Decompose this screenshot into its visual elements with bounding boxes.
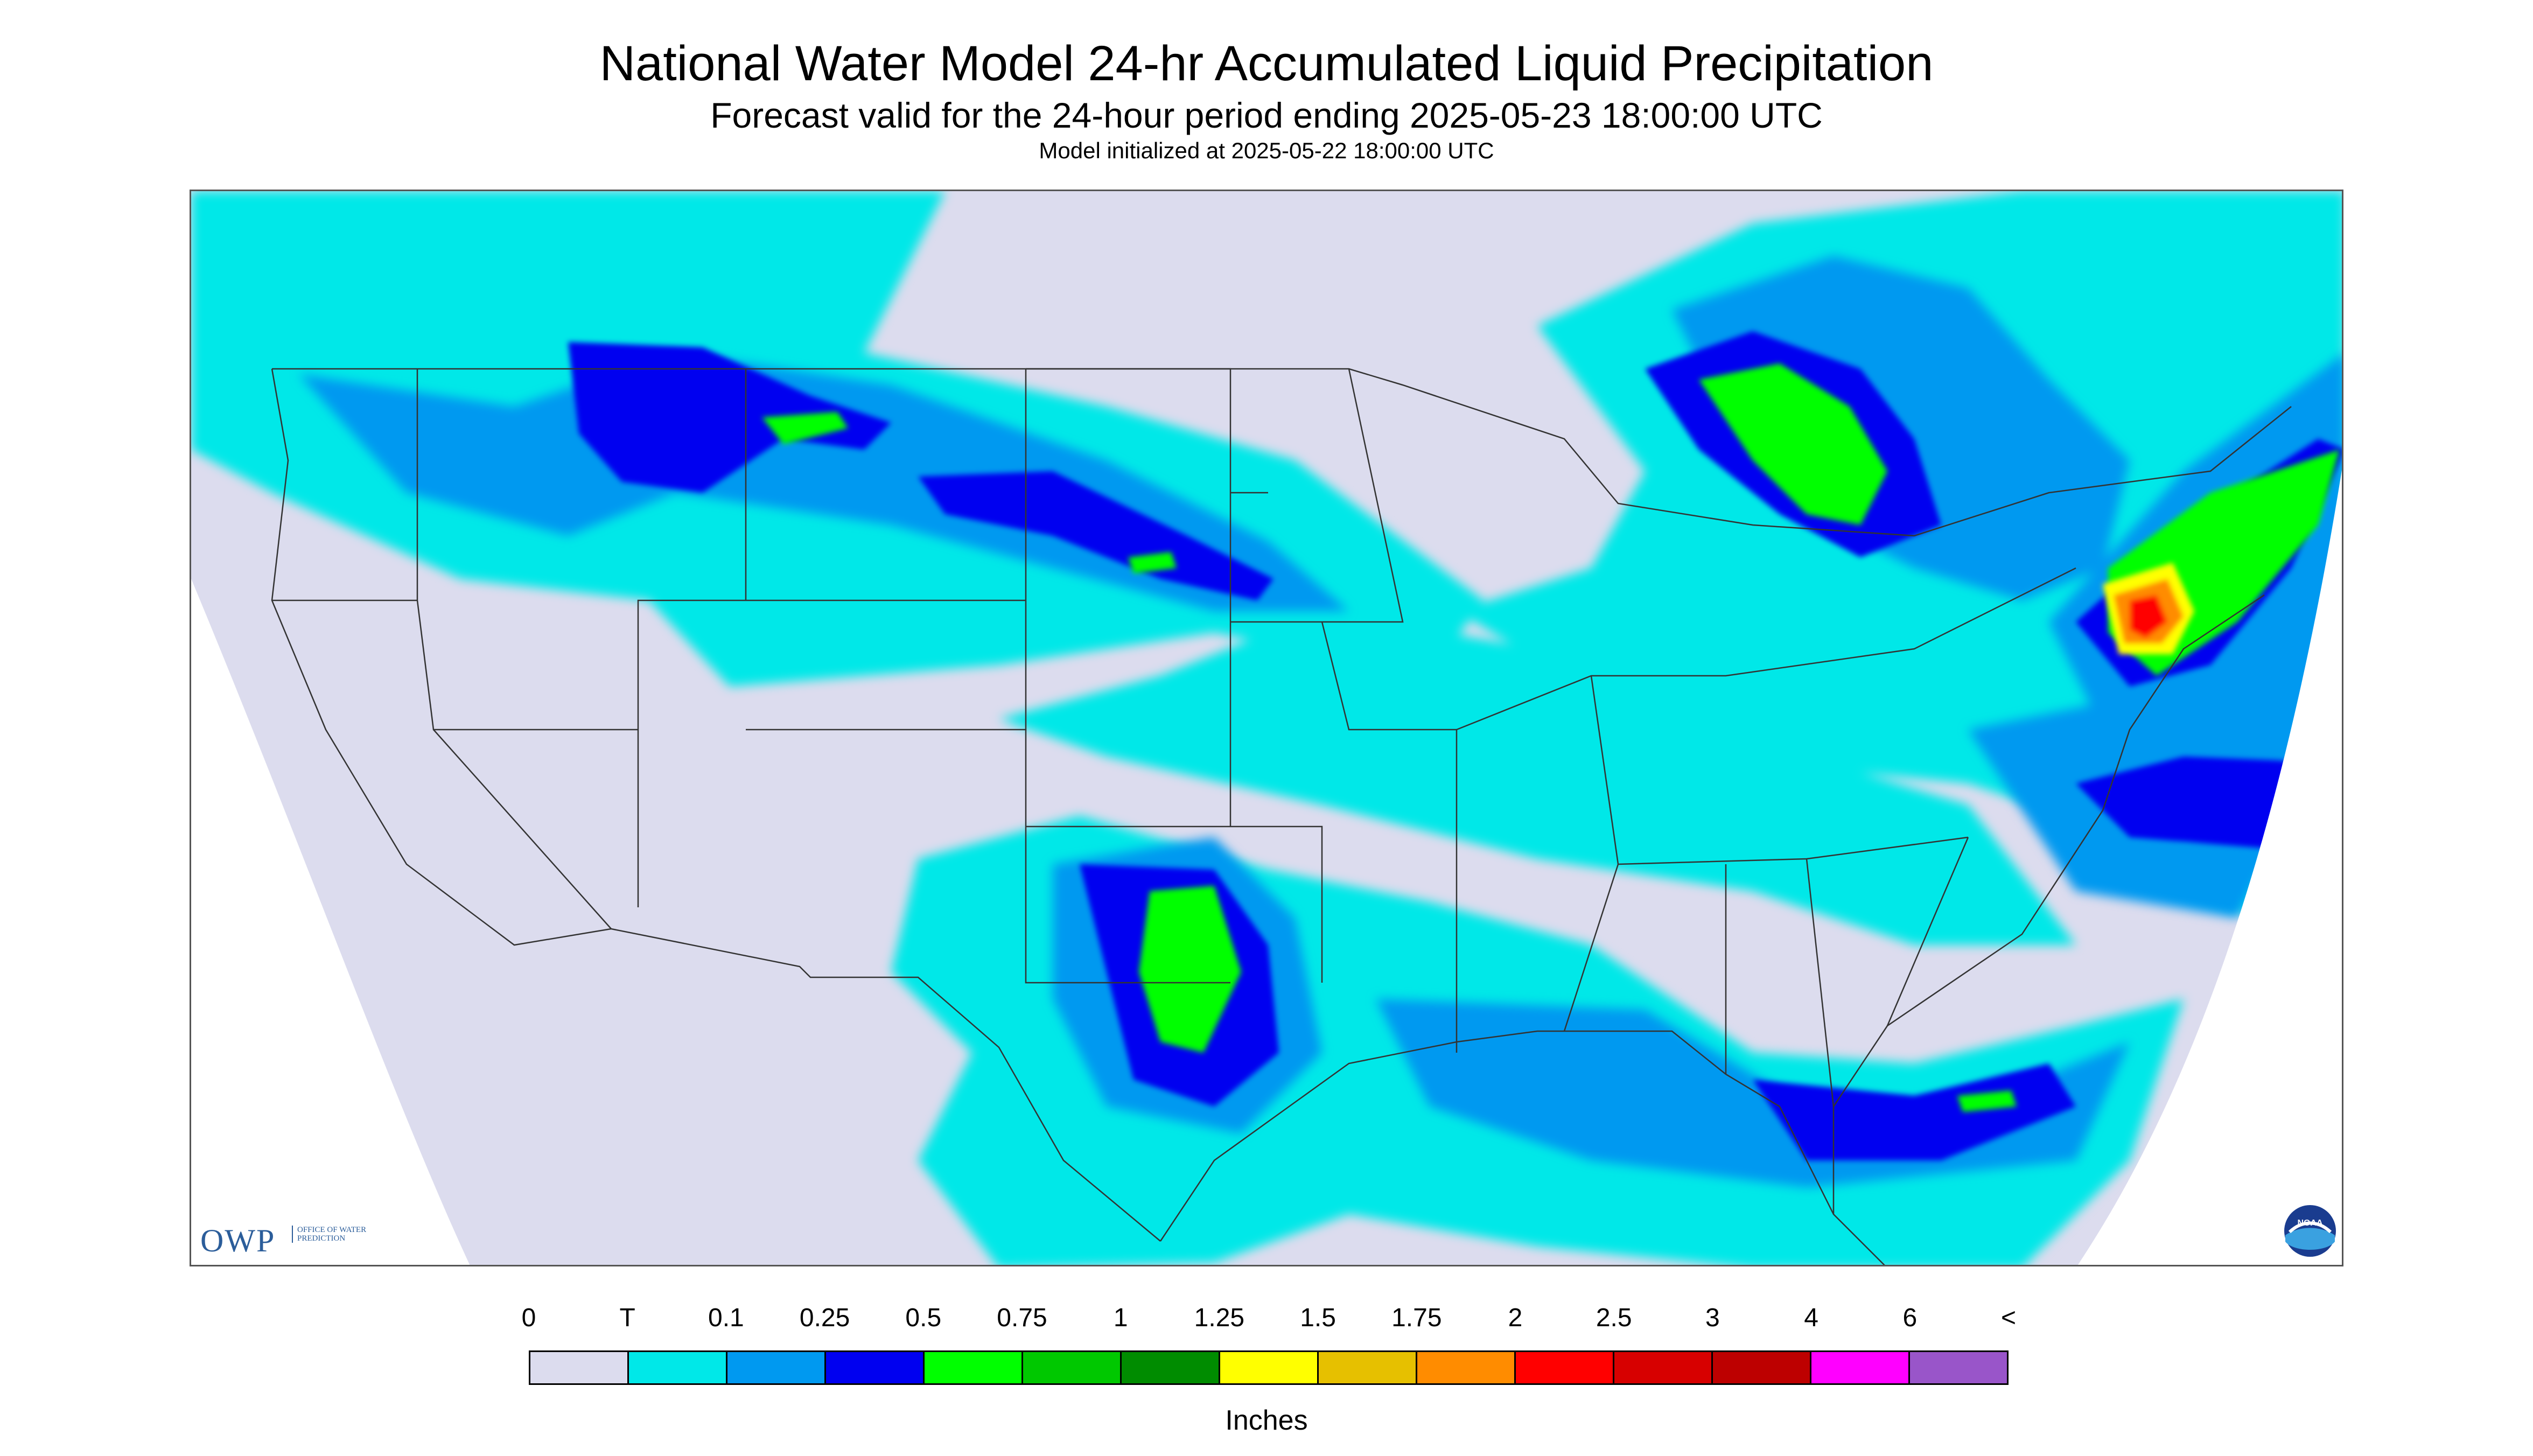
legend-tick-label: 3 <box>1705 1304 1720 1332</box>
legend-swatch <box>1023 1352 1122 1383</box>
legend-tick-label: < <box>2000 1304 2017 1332</box>
legend-tick-label: 0.75 <box>997 1304 1047 1332</box>
legend-tick-label: 4 <box>1804 1304 1818 1332</box>
west-coast <box>271 368 612 946</box>
gulf-coast <box>1159 1030 1885 1265</box>
legend-tick-label: 1.5 <box>1300 1304 1336 1332</box>
legend-tick-label: 1.25 <box>1194 1304 1245 1332</box>
legend-swatch <box>727 1352 826 1383</box>
legend-tick-label: 2.5 <box>1596 1304 1632 1332</box>
map-subtitle: Forecast valid for the 24-hour period en… <box>710 95 1823 135</box>
owp-logo-letters: OWP <box>200 1223 276 1258</box>
legend-tick-label: 6 <box>1902 1304 1918 1332</box>
legend-tick-labels: 0 T 0.1 0.25 0.5 0.75 1 1.25 1.5 1.75 2 2.5 3 4 6 < <box>0 1303 2533 1335</box>
heavy-spot-dakotas <box>1128 552 1177 573</box>
legend-tick-label: 2 <box>1508 1304 1523 1332</box>
outside-domain <box>191 470 2342 1265</box>
moderate-band-dakotas <box>918 471 1274 600</box>
legend-swatch <box>530 1352 629 1383</box>
legend-swatch <box>1811 1352 1910 1383</box>
state-lines-west <box>272 369 1027 929</box>
legend-tick-label: 0.1 <box>708 1304 744 1332</box>
map-title: National Water Model 24-hr Accumulated L… <box>599 36 1934 91</box>
legend-tick-label: 0 <box>521 1304 536 1332</box>
legend-swatch <box>629 1352 727 1383</box>
legend-swatch <box>1122 1352 1220 1383</box>
legend-swatch <box>1319 1352 1417 1383</box>
precipitation-colorbar <box>529 1350 2009 1385</box>
max-band-red <box>2130 595 2167 638</box>
state-lines-east <box>1456 567 2076 1107</box>
heavy-band-michigan <box>1699 363 1887 525</box>
legend-tick-label: 1.75 <box>1391 1304 1442 1332</box>
legend-units: Inches <box>1225 1405 1308 1436</box>
state-boundaries <box>271 368 2292 1265</box>
legend-swatch <box>1417 1352 1516 1383</box>
owp-logo-subtitle: Office of Water Prediction <box>292 1226 378 1243</box>
legend-swatch <box>925 1352 1023 1383</box>
legend-swatch <box>1516 1352 1614 1383</box>
heavy-band-texas <box>1139 886 1241 1053</box>
heavy-spot-florida <box>1957 1090 2017 1112</box>
mexico-border <box>611 928 1161 1242</box>
legend-tick-label: 0.25 <box>799 1304 850 1332</box>
legend-tick-label: T <box>619 1304 635 1332</box>
noaa-logo-icon: NOAA <box>2283 1204 2337 1258</box>
moderate-band-montana <box>568 342 891 493</box>
owp-logo: OWP Office of Water Prediction <box>200 1222 373 1258</box>
precipitation-map <box>190 190 2343 1266</box>
atlantic-coast <box>1832 594 2265 1214</box>
model-init-text: Model initialized at 2025-05-22 18:00:00… <box>1039 138 1494 163</box>
legend-swatch <box>826 1352 925 1383</box>
legend-swatch <box>1614 1352 1713 1383</box>
heavy-spot-montana <box>762 412 848 444</box>
noaa-logo-text: NOAA <box>2297 1219 2323 1228</box>
legend-tick-label: 0.5 <box>905 1304 942 1332</box>
moderate-band-atlantic <box>2076 757 2318 848</box>
legend-swatch <box>1713 1352 1811 1383</box>
legend-swatch <box>1910 1352 2007 1383</box>
map-canvas <box>191 191 2342 1265</box>
state-lines-central <box>1025 368 1457 984</box>
legend-swatch <box>1220 1352 1319 1383</box>
legend-tick-label: 1 <box>1113 1304 1128 1332</box>
